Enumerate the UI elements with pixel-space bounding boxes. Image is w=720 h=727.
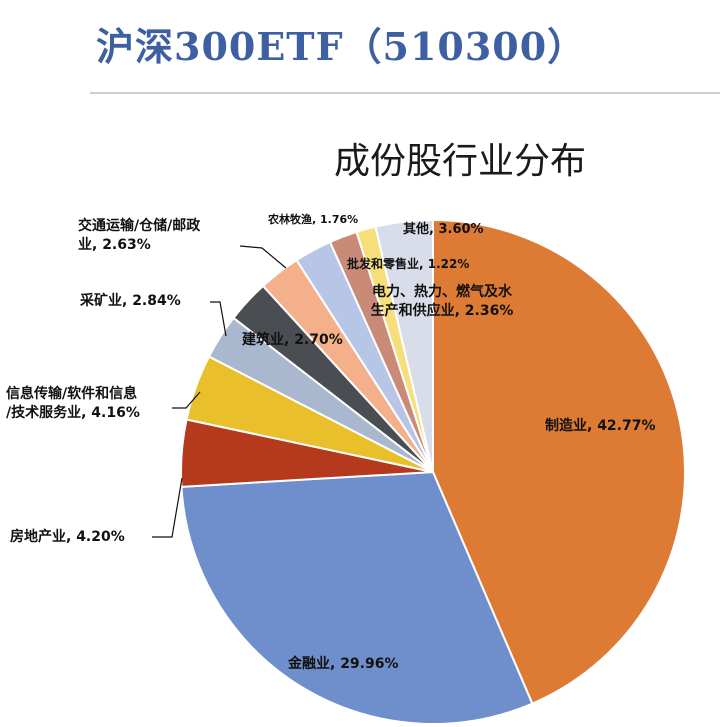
slice-label: 房地产业, 4.20%: [10, 528, 125, 545]
slice-label: 制造业, 42.77%: [545, 417, 656, 434]
leader-line: [239, 245, 287, 269]
title-divider: [90, 92, 720, 94]
pie-slice: [374, 218, 434, 473]
slice-label: 金融业, 29.96%: [287, 655, 399, 672]
chart-title: 成份股行业分布: [333, 141, 586, 182]
leader-line: [172, 391, 201, 409]
slice-label: 批发和零售业, 1.22%: [347, 256, 469, 271]
slice-label: 农林牧渔, 1.76%: [267, 212, 358, 226]
pie-slice: [180, 470, 534, 725]
pie-slice: [432, 218, 686, 705]
slice-label: 其他, 3.60%: [403, 221, 484, 237]
slice-label: 采矿业, 2.84%: [79, 292, 181, 309]
slice-label: 电力、热力、燃气及水生产和供应业, 2.36%: [371, 283, 514, 319]
leader-line: [210, 301, 227, 337]
slice-label: 建筑业, 2.70%: [242, 331, 343, 348]
page-title: 沪深300ETF（510300）: [96, 24, 587, 69]
leader-line: [152, 477, 183, 538]
slice-label: 信息传输/软件和信息/技术服务业, 4.16%: [6, 385, 140, 421]
slice-label: 交通运输/仓储/邮政业, 2.63%: [78, 217, 201, 253]
